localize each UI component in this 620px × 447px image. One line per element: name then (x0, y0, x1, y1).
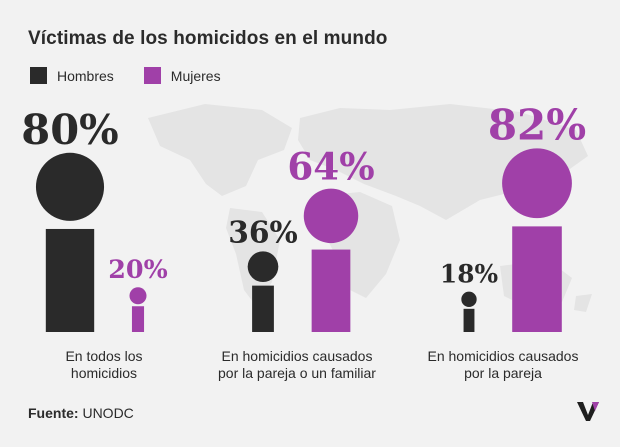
group-label-1: En todos los homicidios (0, 348, 214, 382)
person-head-hombres-1 (35, 152, 105, 221)
group-label-2-line-1: En homicidios causados (221, 348, 373, 364)
bar-mujeres-1 (131, 306, 145, 332)
legend-item-mujeres: Mujeres (143, 67, 221, 84)
legend-item-hombres: Hombres (30, 67, 114, 84)
legend-label-hombres: Hombres (57, 67, 114, 84)
person-mark-mujeres-2 (303, 188, 359, 332)
person-mark-mujeres-1 (129, 287, 147, 332)
data-label-hombres-1: 80% (21, 105, 118, 154)
bar-hombres-3 (463, 308, 475, 332)
data-label-mujeres-3: 82% (488, 100, 586, 149)
group-label-3-line-2: por la pareja (464, 365, 542, 381)
person-head-mujeres-2 (303, 188, 359, 244)
publisher-logo-icon (577, 402, 599, 421)
person-mark-hombres-1 (35, 152, 105, 332)
person-mark-hombres-2 (247, 251, 279, 332)
chart-title: Víctimas de los homicidos en el mundo (28, 28, 388, 49)
bar-mujeres-2 (311, 249, 351, 332)
bar-mujeres-3 (512, 226, 562, 332)
data-label-mujeres-2: 64% (287, 145, 374, 189)
person-head-mujeres-3 (502, 148, 572, 219)
group-label-1-line-1: En todos los (65, 348, 143, 364)
legend-swatch-mujeres (143, 67, 161, 84)
person-mark-hombres-3 (461, 291, 477, 332)
source-label: Fuente: (28, 405, 79, 421)
source-value: UNODC (82, 405, 134, 421)
legend-swatch-hombres (30, 67, 47, 84)
person-head-hombres-2 (247, 251, 279, 283)
group-label-1-line-2: homicidios (70, 365, 138, 381)
data-label-hombres-3: 18% (440, 260, 499, 289)
group-label-2: En homicidios causados por la pareja o u… (187, 348, 407, 382)
group-label-3-line-1: En homicidios causados (427, 348, 579, 364)
source-note: Fuente: UNODC (28, 405, 134, 421)
bar-hombres-1 (45, 228, 95, 332)
legend: Hombres Mujeres (30, 67, 251, 84)
person-mark-mujeres-3 (502, 148, 572, 332)
group-label-2-line-2: por la pareja o un familiar (218, 365, 376, 381)
data-label-hombres-2: 36% (228, 215, 298, 250)
data-label-mujeres-1: 20% (108, 254, 167, 284)
legend-label-mujeres: Mujeres (170, 67, 221, 84)
bar-hombres-2 (252, 285, 274, 332)
person-head-mujeres-1 (129, 287, 147, 305)
person-head-hombres-3 (461, 291, 477, 308)
group-label-3: En homicidios causados por la pareja (393, 348, 613, 382)
